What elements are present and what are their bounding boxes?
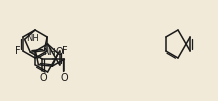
Text: F: F: [15, 45, 21, 56]
Text: F: F: [62, 45, 67, 56]
Text: O: O: [39, 73, 47, 83]
Text: NH: NH: [27, 34, 39, 43]
Text: O: O: [55, 47, 63, 57]
Text: O: O: [60, 73, 68, 83]
Text: NH: NH: [43, 48, 56, 57]
